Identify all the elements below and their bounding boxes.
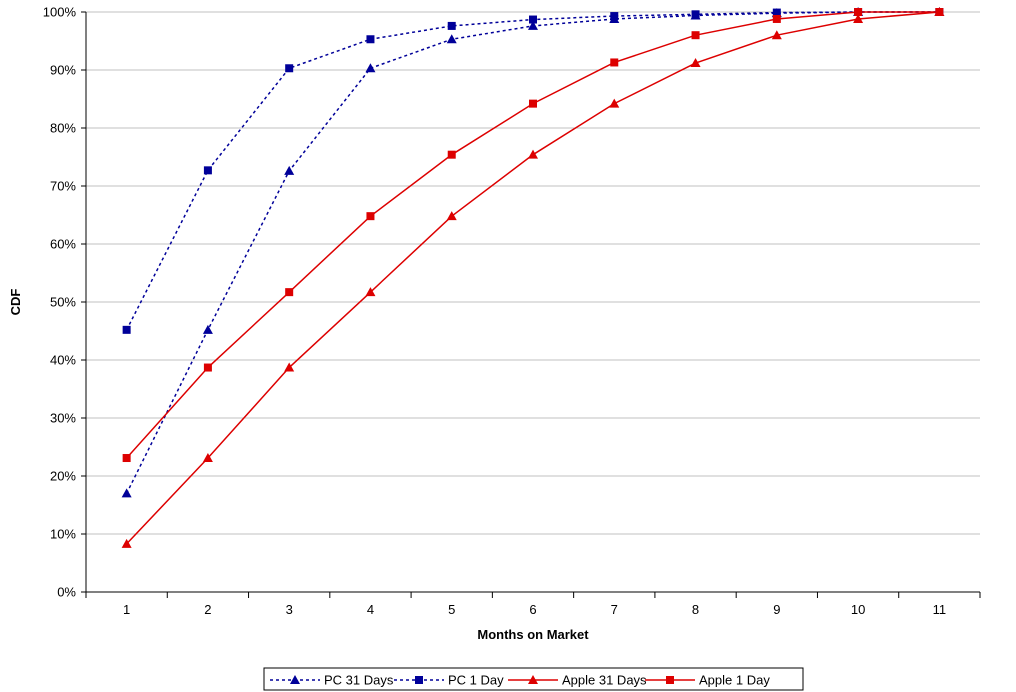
y-tick-label: 30% (50, 411, 76, 426)
data-point-pc-31-days (528, 20, 538, 30)
data-point-pc-1-day (447, 21, 456, 30)
series-line-apple-1-day (126, 11, 940, 459)
y-tick-label: 20% (50, 469, 76, 484)
data-point-apple-1-day (203, 363, 212, 372)
data-point-apple-1-day (447, 150, 456, 159)
x-tick-label: 2 (204, 602, 211, 617)
data-point-apple-1-day (122, 454, 131, 463)
legend-label: Apple 1 Day (699, 673, 770, 688)
data-point-pc-1-day (529, 15, 537, 24)
x-tick-label: 4 (367, 602, 374, 617)
axes (81, 11, 981, 598)
x-tick-label: 8 (692, 602, 699, 617)
gridlines (86, 11, 980, 535)
series-markers (121, 7, 945, 548)
x-tick-label: 1 (123, 602, 130, 617)
y-tick-label: 50% (50, 295, 76, 310)
data-point-pc-1-day (122, 325, 131, 334)
data-point-apple-31-days (853, 13, 864, 23)
data-point-apple-1-day (610, 58, 619, 67)
data-point-pc-1-day (691, 10, 700, 19)
x-tick-labels: 1 2 3 4 5 6 7 8 9 10 11 (123, 602, 946, 617)
x-tick-label: 10 (851, 602, 865, 617)
legend-item-pc-31-days: PC 31 Days (270, 673, 394, 688)
series-line-pc-1-day (125, 11, 940, 331)
legend: PC 31 Days PC 1 Day Apple 31 Days Apple 1 D… (263, 667, 804, 691)
y-tick-label: 80% (50, 121, 76, 136)
data-point-pc-1-day (772, 8, 781, 17)
y-tick-labels: 0% 10% 20% 30% 40% 50% 60% 70% 80% 90% 100% (43, 5, 77, 600)
y-tick-label: 100% (43, 5, 77, 20)
data-point-pc-1-day (366, 35, 375, 44)
data-point-apple-1-day (691, 31, 700, 40)
data-point-apple-1-day (529, 99, 537, 108)
data-point-legend-apple-31-days (528, 675, 538, 684)
legend-label: PC 31 Days (324, 673, 394, 688)
data-point-pc-1-day (203, 166, 212, 175)
data-point-legend-apple-1-day (666, 676, 674, 684)
series-line-apple-31-days (126, 11, 940, 545)
data-point-pc-31-days (202, 324, 213, 334)
data-point-pc-31-days (446, 34, 457, 44)
data-point-pc-1-day (285, 64, 294, 73)
data-point-pc-1-day (610, 12, 619, 21)
y-tick-label: 40% (50, 353, 76, 368)
data-point-apple-31-days (690, 58, 701, 68)
y-tick-label: 70% (50, 179, 76, 194)
data-point-apple-31-days (365, 287, 376, 297)
x-tick-label: 3 (286, 602, 293, 617)
y-tick-label: 90% (50, 63, 76, 78)
data-point-legend-pc-1-day (415, 676, 423, 684)
data-point-apple-31-days (528, 149, 538, 159)
data-point-apple-31-days (446, 211, 457, 221)
x-tick-label: 11 (933, 602, 947, 617)
data-point-apple-1-day (935, 8, 944, 16)
data-point-apple-31-days (121, 538, 132, 548)
legend-items: PC 31 Days PC 1 Day Apple 31 Days Apple 1 D… (270, 673, 770, 688)
legend-item-pc-1-day: PC 1 Day (394, 673, 504, 688)
x-tick-label: 9 (773, 602, 780, 617)
series-lines (125, 11, 940, 545)
x-tick-label: 6 (529, 602, 536, 617)
data-point-apple-1-day (285, 288, 294, 297)
data-point-legend-pc-31-days (290, 675, 300, 684)
x-tick-label: 5 (448, 602, 455, 617)
y-tick-label: 10% (50, 527, 76, 542)
data-point-apple-31-days (771, 30, 782, 40)
data-point-apple-1-day (366, 212, 375, 221)
legend-item-apple-1-day: Apple 1 Day (645, 673, 770, 688)
data-point-apple-31-days (609, 98, 620, 108)
data-point-pc-31-days (284, 165, 295, 175)
series-line-pc-31-days (125, 11, 940, 494)
legend-label: PC 1 Day (448, 673, 504, 688)
data-point-apple-31-days (284, 362, 295, 372)
data-point-pc-31-days (365, 63, 376, 73)
data-point-apple-1-day (854, 8, 863, 16)
data-point-pc-31-days (121, 488, 132, 498)
data-point-apple-31-days (202, 453, 213, 463)
x-axis-title: Months on Market (477, 627, 589, 642)
y-tick-label: 0% (57, 585, 76, 600)
y-axis-title: CDF (8, 289, 23, 316)
x-tick-label: 7 (611, 602, 618, 617)
legend-item-apple-31-days: Apple 31 Days (508, 673, 647, 688)
data-point-apple-1-day (772, 14, 781, 23)
y-tick-label: 60% (50, 237, 76, 252)
legend-label: Apple 31 Days (562, 673, 647, 688)
